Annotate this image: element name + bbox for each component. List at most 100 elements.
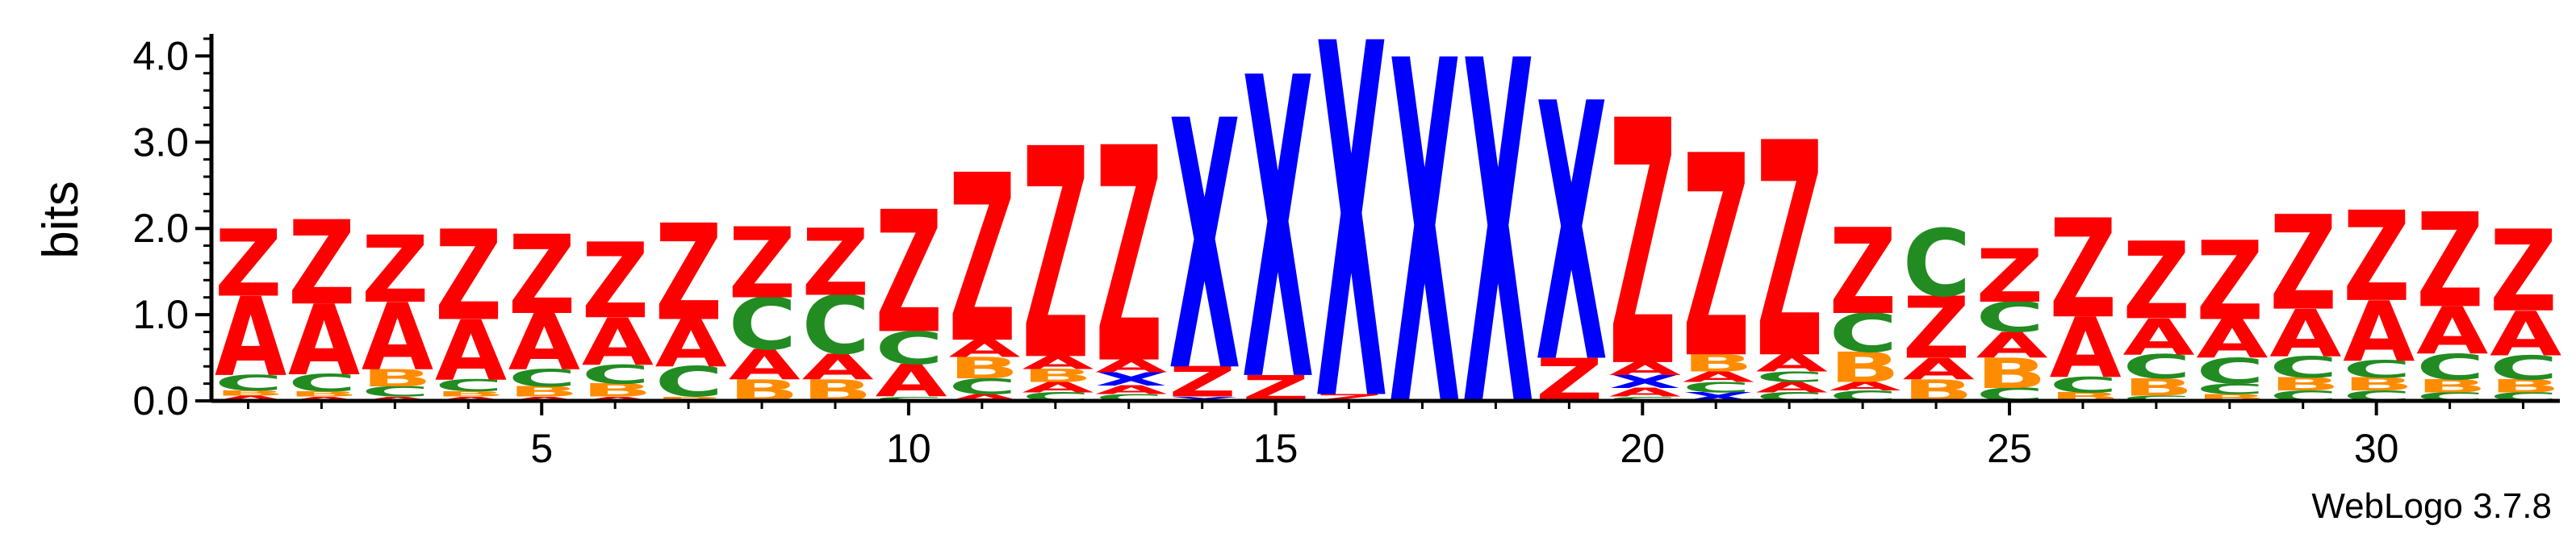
y-tick-label: 3.0 xyxy=(132,119,189,165)
letter-Z-pos32-4: Z xyxy=(2490,206,2557,337)
letter-B-pos32-1: B xyxy=(2490,376,2561,397)
letter-C-pos6-2: C xyxy=(582,360,650,390)
letter-Z-pos5-4: Z xyxy=(508,212,576,339)
letter-X-pos18-0: X xyxy=(1462,0,1534,513)
letter-A-pos29-3: A xyxy=(2269,297,2341,372)
letter-A-pos8-1: A xyxy=(729,341,801,390)
letter-C-pos28-2: C xyxy=(2196,351,2264,392)
letter-A-pos25-2: A xyxy=(1976,325,2049,366)
y-axis-label: bits xyxy=(33,181,89,258)
letter-B-pos23-2: B xyxy=(1830,344,1901,392)
letter-Z-pos23-4: Z xyxy=(1830,204,1897,341)
letter-C-pos9-2: C xyxy=(802,280,871,373)
letter-Z-pos31-4: Z xyxy=(2416,186,2484,338)
letter-C-pos31-2: C xyxy=(2416,346,2485,387)
letter-A-pos22-3: A xyxy=(1756,349,1828,377)
letter-A-pos12-1: A xyxy=(1022,379,1094,395)
letter-Z-pos25-4: Z xyxy=(1976,235,2044,319)
letter-Z-pos12-4: Z xyxy=(1022,88,1089,424)
letter-X-pos20-2: X xyxy=(1609,372,1681,393)
letter-Z-pos4-4: Z xyxy=(435,205,503,349)
letter-Z-pos7-3: Z xyxy=(655,197,723,351)
letter-X-pos17-0: X xyxy=(1389,0,1461,513)
x-tick-label: 15 xyxy=(1253,426,1298,471)
letter-A-pos24-1: A xyxy=(1903,352,1975,386)
weblogo-credit: WebLogo 3.7.8 xyxy=(2311,486,2552,526)
letter-B-pos21-3: B xyxy=(1683,349,1754,377)
letter-B-pos11-2: B xyxy=(948,352,1019,386)
letter-C-pos3-1: C xyxy=(362,384,430,400)
letter-A-pos3-3: A xyxy=(362,285,433,391)
letter-C-pos1-2: C xyxy=(215,371,283,396)
letter-B-pos31-1: B xyxy=(2416,376,2487,397)
y-tick-label: 4.0 xyxy=(132,33,189,78)
letter-A-pos20-3: A xyxy=(1609,359,1681,380)
letter-B-pos6-1: B xyxy=(582,380,653,401)
letter-B-pos2-1: B xyxy=(288,390,359,398)
x-tick-label: 5 xyxy=(530,426,553,471)
x-tick-label: 30 xyxy=(2354,426,2399,471)
letter-Z-pos3-4: Z xyxy=(362,218,429,324)
y-tick-label: 0.0 xyxy=(132,378,189,423)
letter-C-pos10-2: C xyxy=(875,323,943,375)
letter-A-pos6-3: A xyxy=(582,305,654,380)
y-tick-label: 1.0 xyxy=(132,292,189,337)
letter-C-pos32-2: C xyxy=(2490,349,2558,387)
letter-Z-pos26-3: Z xyxy=(2049,191,2117,349)
letter-Z-pos20-4: Z xyxy=(1609,51,1677,442)
letter-C-pos28-1: C xyxy=(2196,381,2264,397)
letter-C-pos21-1: C xyxy=(1683,379,1751,395)
letter-B-pos5-1: B xyxy=(508,384,579,400)
letter-A-pos13-3: A xyxy=(1095,356,1167,377)
letter-A-pos32-3: A xyxy=(2490,298,2562,370)
letter-A-pos12-3: A xyxy=(1022,352,1094,373)
letter-A-pos30-3: A xyxy=(2343,284,2415,380)
letter-X-pos19-1: X xyxy=(1536,29,1608,442)
letter-C-pos2-2: C xyxy=(288,369,357,397)
letter-A-pos4-3: A xyxy=(435,302,507,398)
y-tick-label: 2.0 xyxy=(132,206,189,251)
letter-A-pos27-3: A xyxy=(2122,308,2194,366)
letter-C-pos26-1: C xyxy=(2049,373,2118,398)
letter-B-pos4-1: B xyxy=(435,390,506,398)
letter-A-pos20-1: A xyxy=(1609,386,1682,399)
x-tick-label: 10 xyxy=(886,426,931,471)
letter-A-pos9-1: A xyxy=(802,346,875,387)
letter-B-pos12-2: B xyxy=(1022,365,1093,386)
letter-A-pos1-3: A xyxy=(215,274,286,401)
letter-A-pos10-1: A xyxy=(875,356,947,408)
letter-Z-pos10-3: Z xyxy=(875,175,943,370)
letter-B-pos27-1: B xyxy=(2122,373,2193,401)
letter-B-pos30-1: B xyxy=(2343,374,2414,395)
letter-A-pos11-3: A xyxy=(948,335,1020,362)
letter-C-pos11-1: C xyxy=(948,374,1017,399)
letter-C-pos29-2: C xyxy=(2269,351,2338,385)
letter-C-pos8-2: C xyxy=(729,284,797,366)
letter-C-pos27-0: C xyxy=(2122,394,2191,402)
letter-Z-pos29-4: Z xyxy=(2269,189,2337,340)
letter-Z-pos30-4: Z xyxy=(2343,186,2411,330)
letter-Z-pos21-4: Z xyxy=(1683,97,1750,420)
letter-C-pos27-2: C xyxy=(2122,348,2191,386)
letter-X-pos16-1: X xyxy=(1315,0,1387,510)
x-tick-label: 20 xyxy=(1620,426,1665,471)
letter-A-pos22-1: A xyxy=(1756,379,1828,395)
letter-A-pos5-3: A xyxy=(508,298,580,387)
letter-X-pos15-1: X xyxy=(1242,0,1314,473)
letter-Z-pos2-4: Z xyxy=(288,196,356,332)
letter-Z-pos27-4: Z xyxy=(2122,220,2190,344)
letter-Z-pos24-2: Z xyxy=(1903,280,1971,378)
letter-A-pos31-3: A xyxy=(2416,294,2488,369)
letter-C-pos24-3: C xyxy=(1903,211,1972,318)
letter-C-pos25-3: C xyxy=(1976,294,2045,342)
letter-C-pos7-1: C xyxy=(655,359,724,407)
letter-A-pos21-2: A xyxy=(1683,369,1754,385)
letter-A-pos23-1: A xyxy=(1830,380,1902,394)
letter-A-pos26-2: A xyxy=(2049,300,2121,396)
letter-C-pos23-3: C xyxy=(1830,303,1898,365)
letter-A-pos1-0: A xyxy=(215,394,286,402)
letter-Z-pos1-4: Z xyxy=(215,211,282,318)
letter-B-pos3-2: B xyxy=(362,365,433,392)
